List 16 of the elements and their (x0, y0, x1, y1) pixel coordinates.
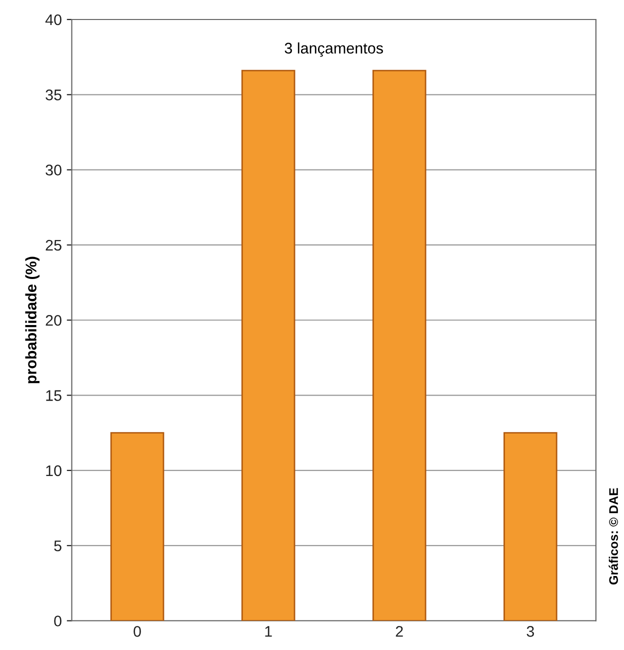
y-tick-label: 20 (46, 314, 62, 326)
y-tick-label: 35 (46, 90, 62, 100)
x-tick-label: 2 (396, 626, 403, 637)
text: Gráficos: © DAE (608, 488, 618, 584)
y-tick-label: 0 (54, 616, 62, 626)
text: 3 lançamentos (284, 42, 383, 57)
y-tick-label: 10 (46, 465, 62, 476)
y-tick-label: 25 (46, 240, 62, 251)
x-tick-label: 1 (265, 626, 272, 637)
y-tick-label: 40 (45, 14, 62, 26)
y-tick-label: 30 (46, 164, 62, 176)
y-tick-label: 15 (46, 390, 62, 401)
y-axis-title: probabilidade (%) (25, 256, 40, 384)
y-tick-label: 5 (54, 540, 62, 552)
x-tick-label: 0 (134, 626, 141, 637)
x-tick-label: 3 (526, 626, 534, 637)
